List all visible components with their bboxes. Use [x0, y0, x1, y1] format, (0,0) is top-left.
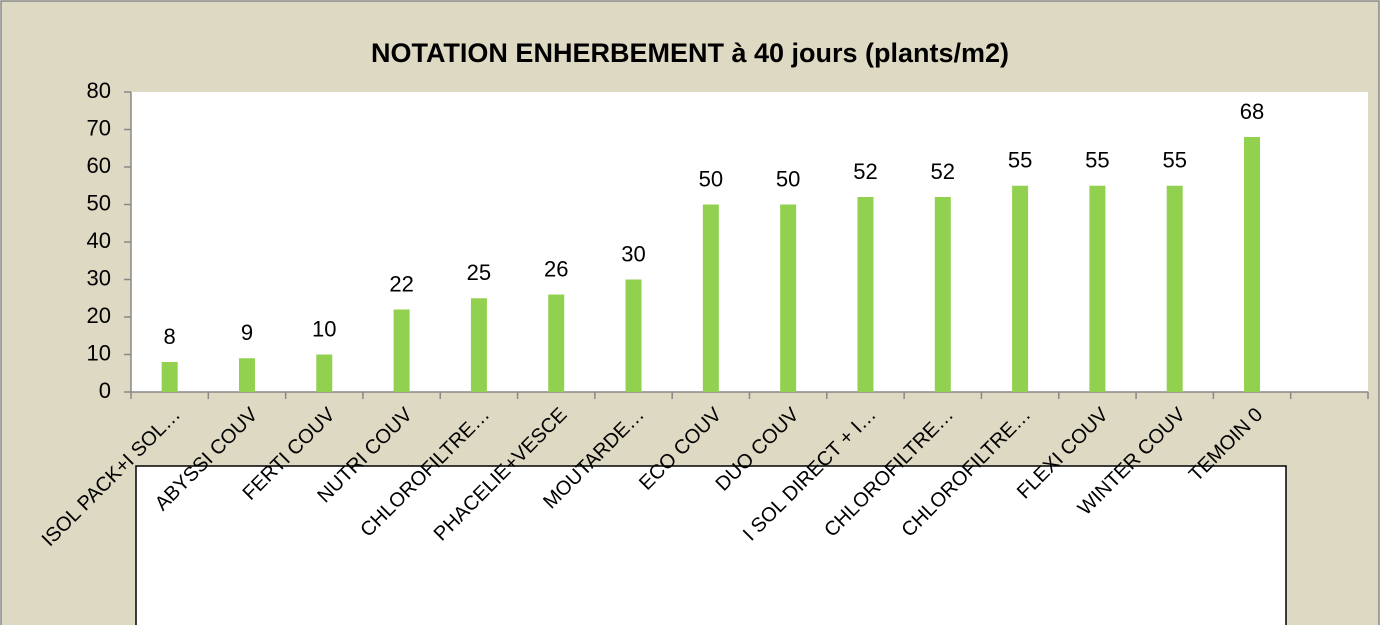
bar: [1166, 185, 1183, 392]
data-label: 22: [389, 271, 413, 296]
data-label: 52: [853, 159, 877, 184]
bar: [702, 204, 719, 392]
bar: [238, 358, 255, 392]
bar: [316, 354, 333, 392]
data-label: 25: [467, 260, 491, 285]
data-label: 55: [1008, 148, 1032, 173]
chart-title: NOTATION ENHERBEMENT à 40 jours (plants/…: [371, 38, 1009, 68]
data-label: 10: [312, 316, 336, 341]
data-label: 68: [1240, 99, 1264, 124]
y-tick-label: 70: [87, 115, 111, 140]
bar: [625, 279, 642, 392]
bar: [1012, 185, 1029, 392]
bar: [548, 294, 565, 392]
y-tick-label: 0: [99, 378, 111, 403]
bar: [857, 197, 874, 392]
data-label: 50: [699, 166, 723, 191]
data-label: 50: [776, 166, 800, 191]
data-label: 30: [621, 241, 645, 266]
data-label: 52: [931, 159, 955, 184]
data-label: 55: [1162, 148, 1186, 173]
data-label: 26: [544, 256, 568, 281]
plot-area: [131, 92, 1368, 392]
legend-box: [135, 465, 1287, 625]
bar: [1089, 185, 1106, 392]
bar: [934, 197, 951, 392]
bar: [1244, 137, 1261, 392]
y-tick-label: 40: [87, 228, 111, 253]
bar: [780, 204, 797, 392]
data-label: 9: [241, 320, 253, 345]
y-tick-label: 30: [87, 265, 111, 290]
bar: [470, 298, 487, 392]
data-label: 8: [164, 324, 176, 349]
y-tick-label: 60: [87, 153, 111, 178]
y-tick-label: 10: [87, 340, 111, 365]
bar: [393, 309, 410, 392]
bar: [161, 362, 178, 392]
data-label: 55: [1085, 148, 1109, 173]
y-tick-label: 80: [87, 78, 111, 103]
y-tick-label: 20: [87, 303, 111, 328]
y-tick-label: 50: [87, 190, 111, 215]
